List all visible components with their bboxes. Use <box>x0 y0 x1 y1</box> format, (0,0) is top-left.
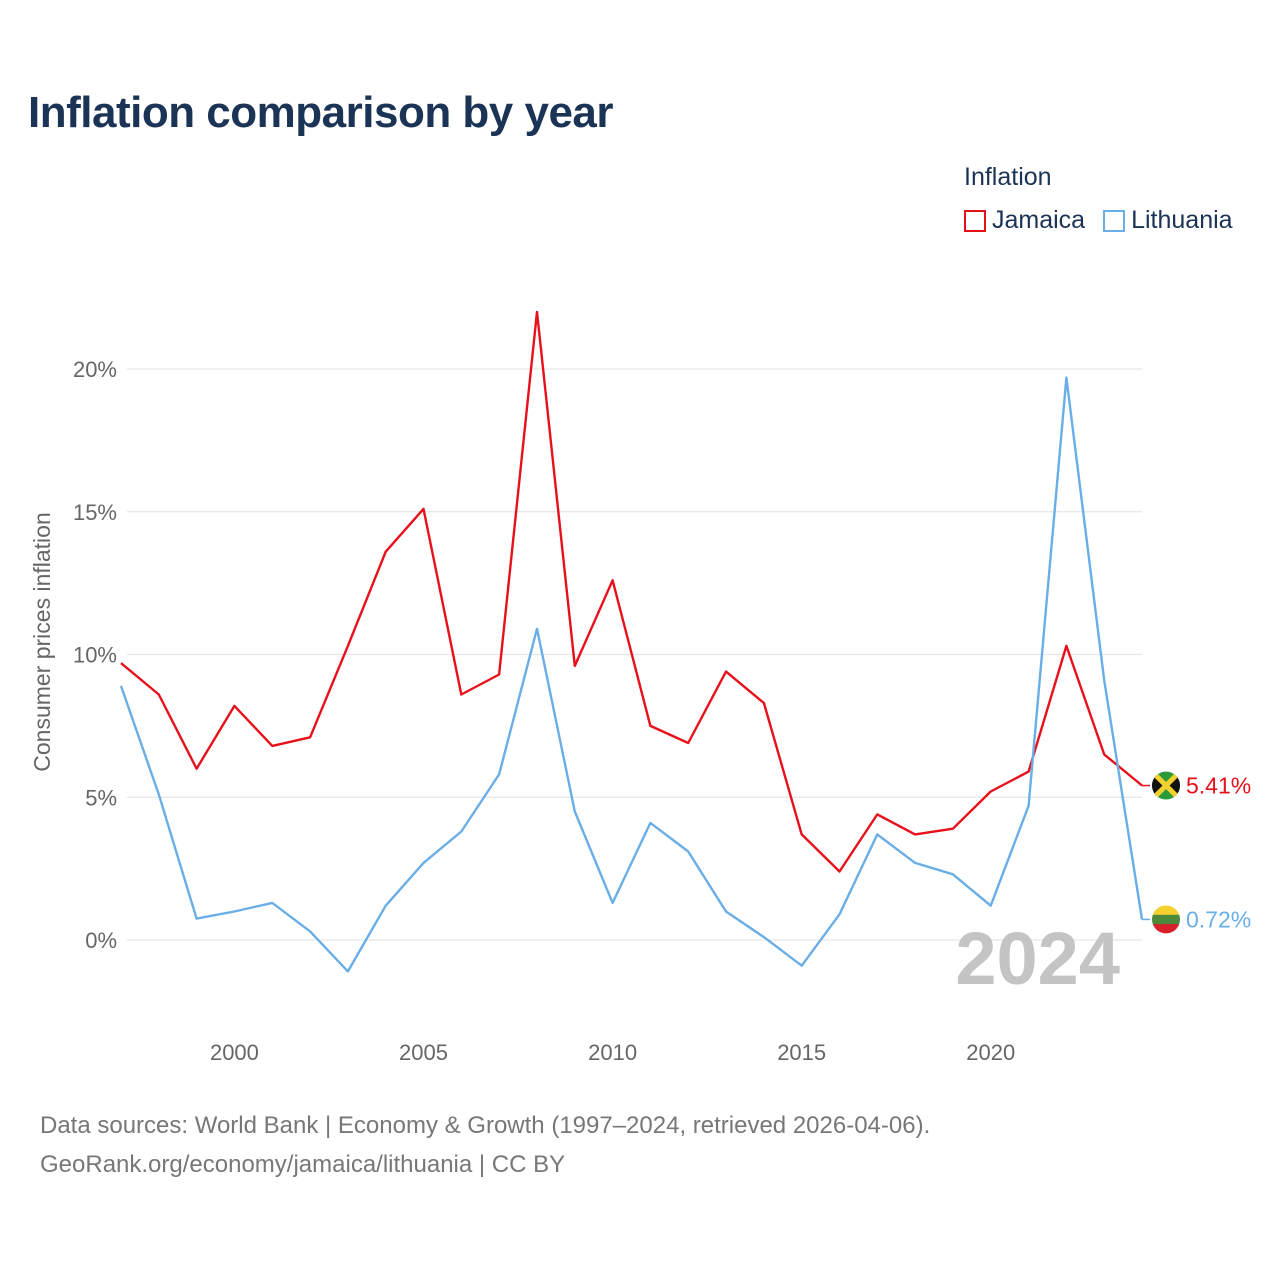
end-markers: 5.41% 0.72% <box>1142 771 1251 934</box>
legend-swatch-lithuania <box>1103 209 1126 232</box>
x-axis-ticks: 2000 2005 2010 2015 2020 <box>210 1040 1015 1065</box>
y-tick-label: 5% <box>85 785 117 810</box>
x-tick-label: 2005 <box>399 1040 448 1065</box>
grid-lines <box>127 368 1142 941</box>
legend-label-lithuania: Lithuania <box>1131 206 1233 234</box>
legend-title: Inflation <box>964 163 1052 191</box>
chart-title: Inflation comparison by year <box>28 88 614 137</box>
y-axis-ticks: 0% 5% 10% 15% 20% <box>73 357 117 953</box>
y-axis-title: Consumer prices inflation <box>29 512 55 772</box>
legend-items: Jamaica Lithuania <box>964 206 1251 235</box>
y-tick-label: 10% <box>73 643 117 668</box>
footer-link[interactable]: GeoRank.org/economy/jamaica/lithuania | … <box>40 1151 566 1178</box>
y-tick-label: 0% <box>85 928 117 953</box>
x-tick-label: 2010 <box>588 1040 637 1065</box>
x-tick-label: 2000 <box>210 1040 259 1065</box>
legend-item-lithuania[interactable]: Lithuania <box>1103 206 1233 235</box>
legend-item-jamaica[interactable]: Jamaica <box>964 206 1085 235</box>
footer-sources: Data sources: World Bank | Economy & Gro… <box>40 1112 931 1139</box>
series-line-jamaica <box>120 310 1143 873</box>
legend: Inflation Jamaica Lithuania <box>964 163 1251 235</box>
y-tick-label: 20% <box>73 357 117 382</box>
flag-icon-lithuania <box>1152 905 1180 934</box>
legend-swatch-jamaica <box>964 209 986 232</box>
end-value-label-lithuania: 0.72% <box>1186 906 1251 932</box>
end-value-label-jamaica: 5.41% <box>1186 773 1251 799</box>
x-tick-label: 2015 <box>777 1040 826 1065</box>
y-tick-label: 15% <box>73 500 117 525</box>
year-watermark: 2024 <box>955 917 1120 1000</box>
x-tick-label: 2020 <box>966 1040 1015 1065</box>
legend-label-jamaica: Jamaica <box>992 206 1086 234</box>
series-lines <box>119 310 1144 973</box>
flag-icon-jamaica <box>1152 771 1180 800</box>
footer: Data sources: World Bank | Economy & Gro… <box>40 1106 930 1184</box>
series-line-lithuania <box>119 376 1144 973</box>
